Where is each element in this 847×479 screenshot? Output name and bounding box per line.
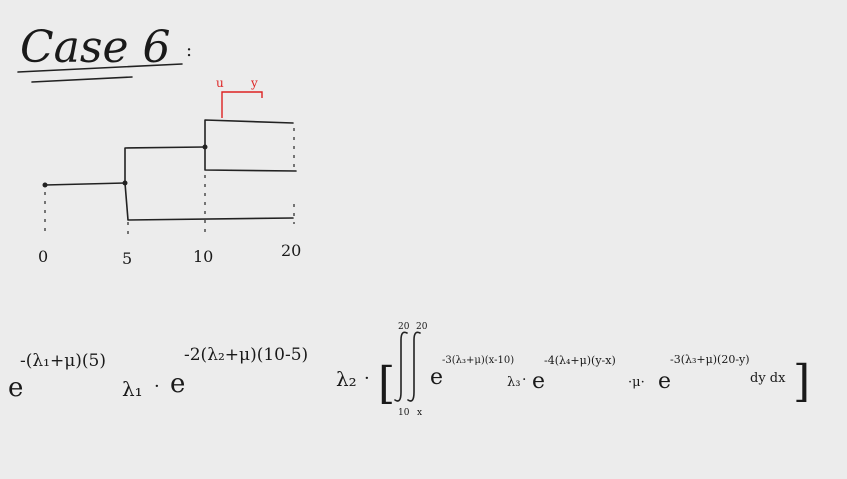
bracket-open: [	[378, 358, 395, 409]
tick-5: 5	[122, 249, 132, 268]
title-underline	[17, 63, 183, 73]
integral-sign-2	[407, 331, 421, 402]
node-0	[42, 182, 48, 188]
exp-2-power: -2(λ₂+μ)(10-5)	[184, 345, 308, 365]
state-diagram: u y 0 5 10 20	[38, 76, 301, 268]
integral-upper-2: 20	[416, 322, 428, 332]
branch-down-5	[124, 182, 294, 221]
title-colon: :	[186, 40, 192, 61]
dot-3: ·	[522, 372, 526, 388]
exp-5-power: -3(λ₃+μ)(20-y)	[670, 353, 750, 366]
exp-1-base: e	[8, 373, 23, 403]
exp-4-base: e	[532, 369, 545, 394]
lambda-1: λ₁	[122, 377, 143, 401]
red-bracket	[221, 91, 263, 118]
exp-4-power: -4(λ₄+μ)(y-x)	[544, 354, 616, 367]
branch-up-5	[124, 146, 206, 184]
branch-up-10	[204, 119, 294, 148]
exp-3-base: e	[430, 365, 443, 390]
differentials: dy dx	[750, 371, 786, 386]
tick-20: 20	[281, 241, 301, 260]
tick-0: 0	[38, 247, 48, 266]
tick-10: 10	[193, 247, 213, 266]
probability-formula: e -(λ₁+μ)(5) λ₁ · e -2(λ₂+μ)(10-5) λ₂ · …	[8, 322, 810, 418]
page-title: Case 6	[20, 22, 171, 73]
integral-lower-1: 10	[398, 408, 410, 418]
exp-3-power: -3(λ₃+μ)(x-10)	[442, 355, 514, 366]
label-y: y	[250, 76, 258, 90]
bracket-close: ]	[793, 356, 810, 407]
integral-sign-1	[394, 331, 408, 402]
dot-2: ·	[364, 368, 370, 389]
lambda-2: λ₂	[336, 367, 357, 391]
integral-upper-1: 20	[398, 322, 410, 332]
title-underline-2	[31, 76, 133, 83]
exp-2-base: e	[170, 369, 185, 399]
segment-0-5	[44, 182, 126, 186]
branch-down-10	[204, 146, 297, 172]
title-block: Case 6 :	[17, 22, 192, 83]
node-10	[202, 144, 208, 150]
exp-1-power: -(λ₁+μ)(5)	[20, 351, 106, 371]
label-u: u	[216, 76, 224, 90]
mu-factor: ·μ·	[628, 375, 645, 390]
exp-5-base: e	[658, 369, 671, 394]
dot-1: ·	[154, 376, 160, 397]
lambda-3: λ₃	[507, 375, 520, 390]
integral-lower-2: x	[417, 408, 422, 418]
node-5	[122, 180, 128, 186]
